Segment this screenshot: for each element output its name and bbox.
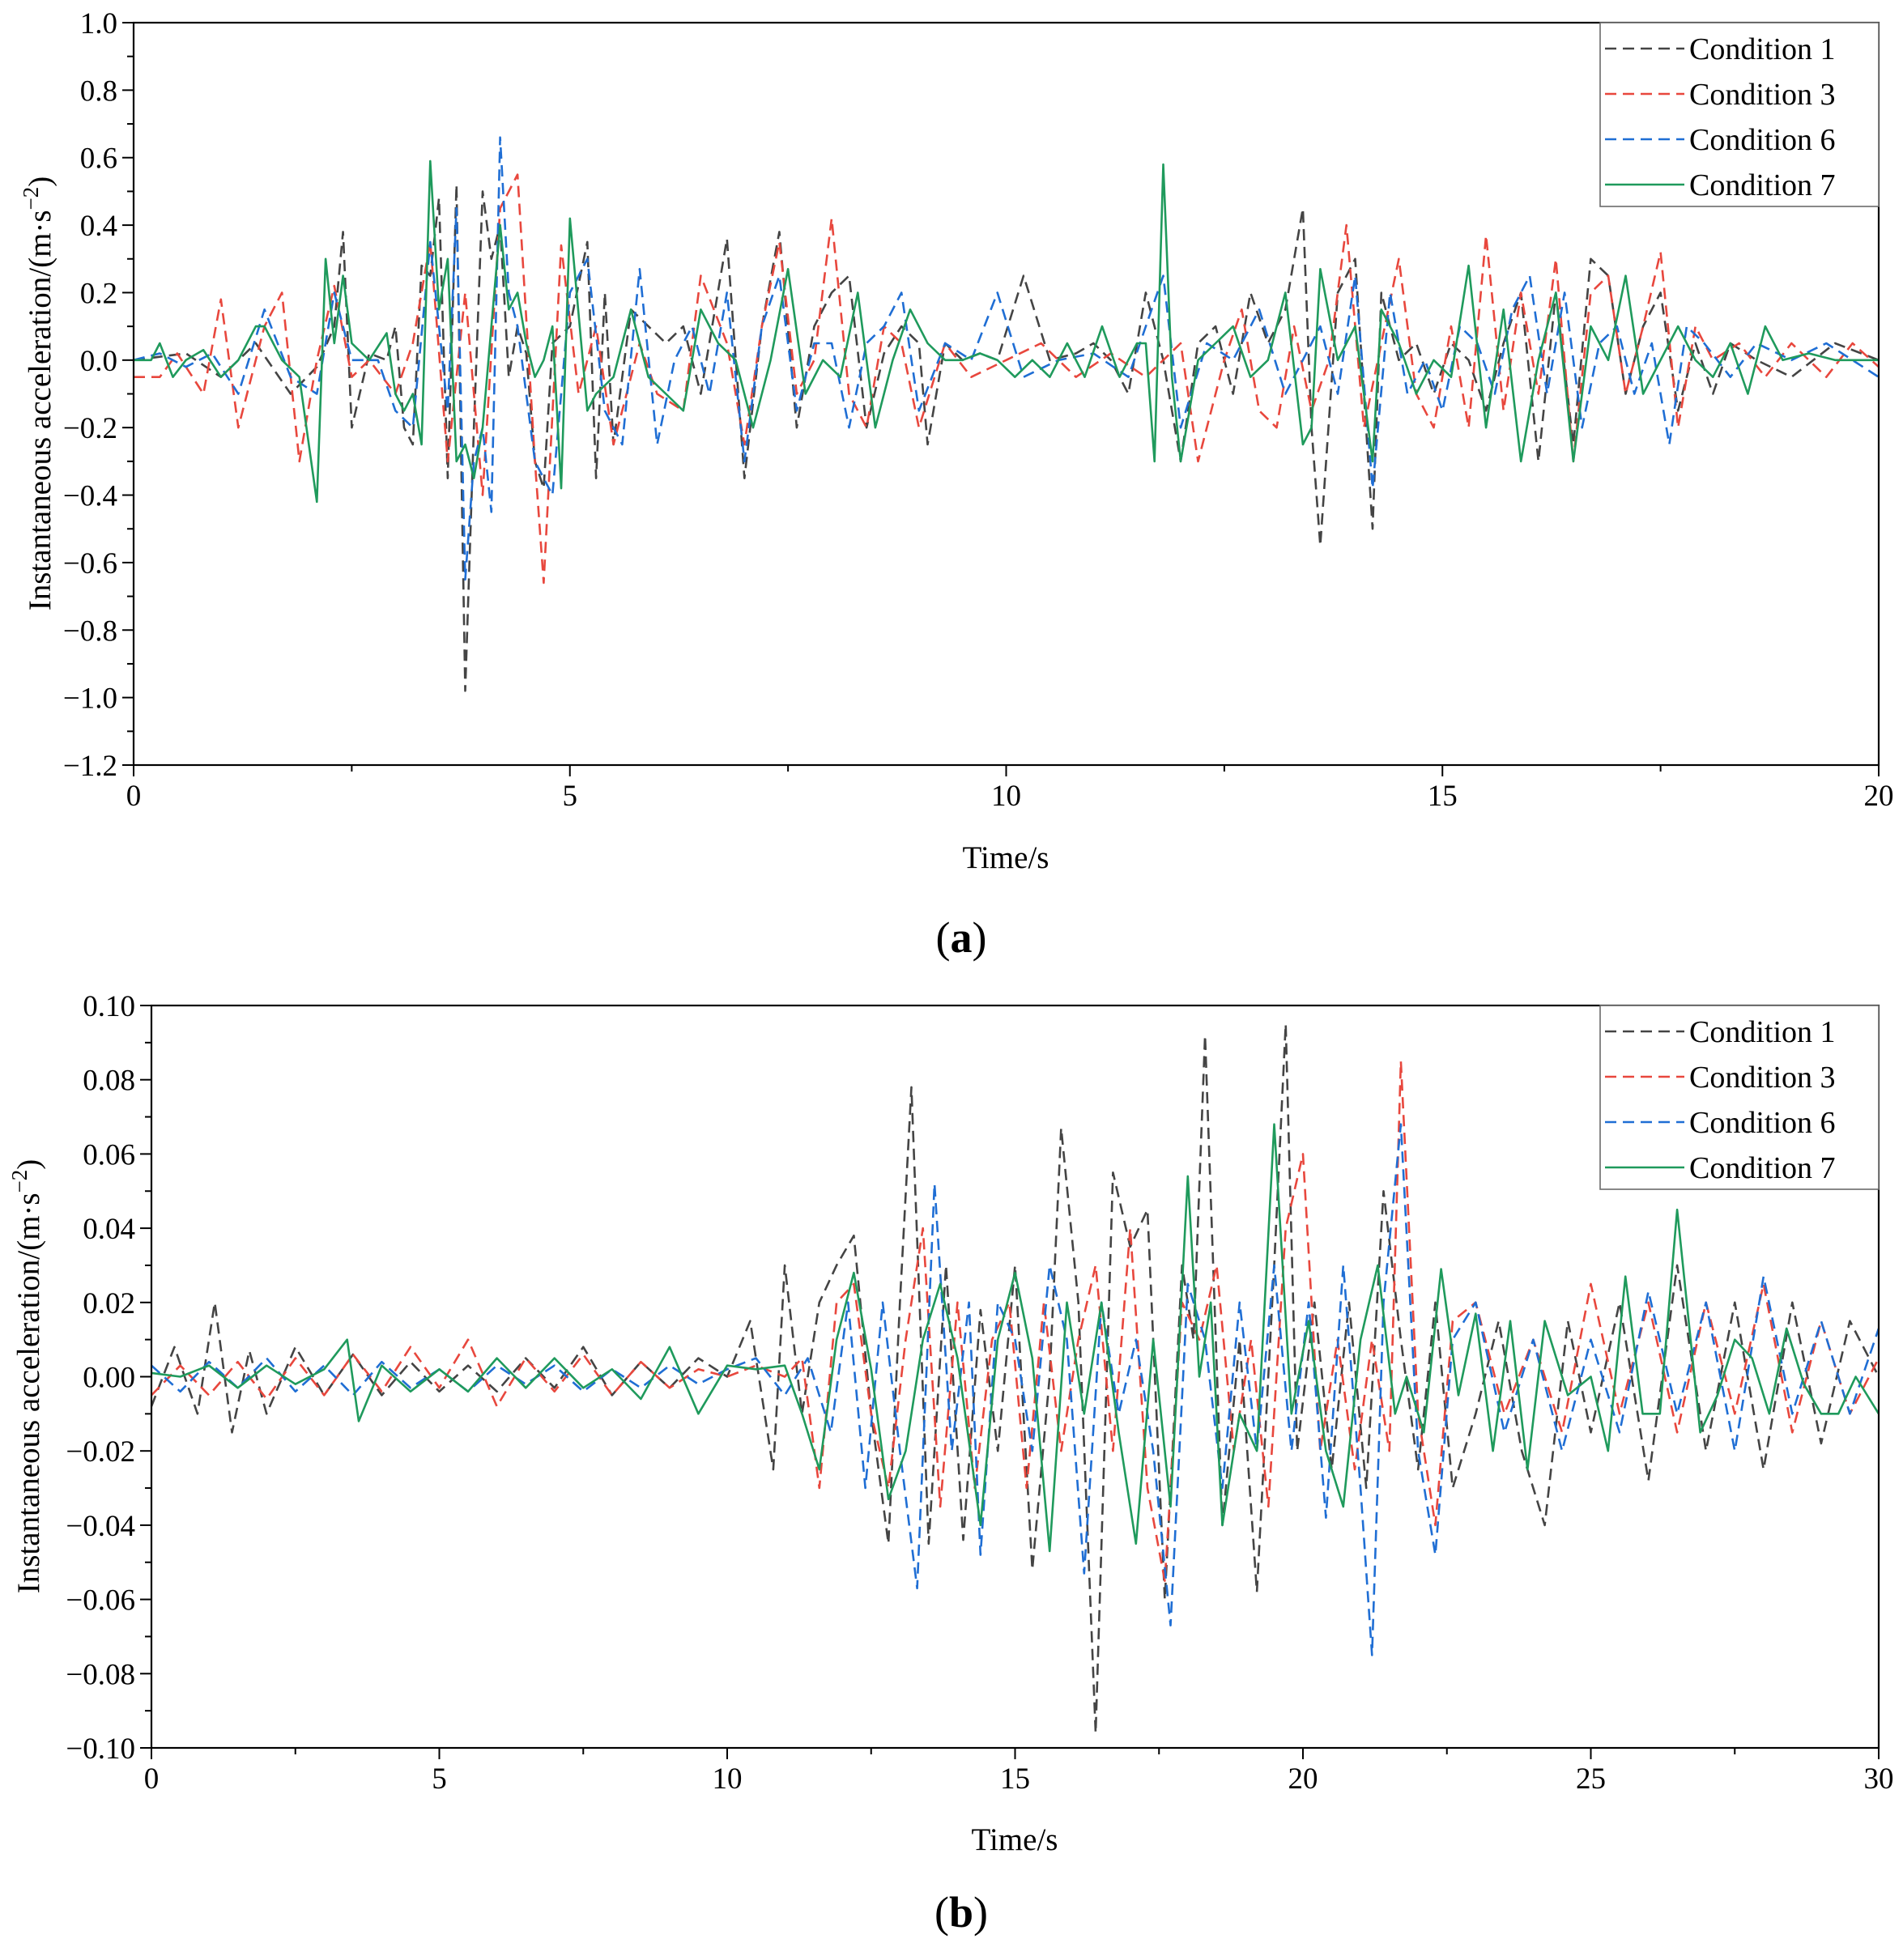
- y-tick-label: 0.06: [83, 1138, 135, 1171]
- y-tick-label: −0.04: [66, 1510, 135, 1543]
- panel-b-letter: b: [949, 1888, 973, 1937]
- series-line-condition-3: [151, 1060, 1880, 1582]
- y-tick-label: 0.04: [83, 1213, 135, 1246]
- panel-a-legend-box: [1599, 22, 1880, 207]
- x-tick-label: 20: [1288, 1762, 1318, 1796]
- y-tick-label: −0.4: [63, 480, 117, 513]
- y-tick-label: 0.8: [80, 74, 117, 108]
- series-line-condition-1: [133, 183, 1880, 692]
- legend-label: Condition 6: [1689, 1106, 1836, 1140]
- panel-b-x-axis-title: Time/s: [972, 1822, 1058, 1857]
- panel-a-y-axis-title: Instantaneous acceleration/(m·s−2): [19, 176, 57, 611]
- series-line-condition-6: [151, 1123, 1880, 1656]
- x-tick-label: 20: [1864, 780, 1894, 813]
- x-tick-label: 15: [1000, 1762, 1030, 1796]
- y-tick-label: −1.2: [63, 750, 117, 783]
- series-line-condition-7: [134, 159, 1879, 504]
- series-line-condition-1: [150, 1023, 1880, 1734]
- x-tick-label: 0: [126, 780, 142, 813]
- y-tick-label: −0.08: [66, 1658, 135, 1691]
- legend-label: Condition 6: [1689, 123, 1836, 157]
- panel-a-y-tick-labels: −1.2 −1.0 −0.8 −0.6 −0.4 −0.2 0.0 0.2 0.…: [63, 7, 117, 783]
- x-tick-label: 10: [713, 1762, 743, 1796]
- y-tick-label: −0.6: [63, 547, 117, 580]
- panel-a-caption-label: (a): [936, 913, 987, 962]
- y-axis-title-superscript: −2: [7, 1170, 32, 1193]
- panel-b-ticks: [140, 1005, 1880, 1759]
- panel-a-letter: a: [951, 913, 973, 962]
- y-tick-label: −0.02: [66, 1435, 135, 1469]
- legend-label: Condition 1: [1689, 1015, 1836, 1049]
- series-line-condition-6: [133, 136, 1880, 581]
- legend-label: Condition 3: [1689, 1061, 1836, 1095]
- legend-label: Condition 3: [1689, 78, 1836, 112]
- panel-a-ticks: [122, 22, 1880, 776]
- panel-b-legend: Condition 1 Condition 3 Condition 6 Cond…: [1599, 1005, 1880, 1190]
- x-tick-label: 10: [991, 780, 1021, 813]
- panel-b-series-layer: [150, 1023, 1880, 1734]
- panel-b-y-axis-title: Instantaneous acceleration/(m·s−2): [7, 1159, 46, 1594]
- y-axis-title-superscript: −2: [19, 187, 43, 210]
- x-tick-label: 5: [563, 780, 578, 813]
- y-tick-label: −0.8: [63, 614, 117, 648]
- y-tick-label: −0.10: [66, 1733, 135, 1766]
- x-tick-label: 5: [432, 1762, 447, 1796]
- panel-a-legend: Condition 1 Condition 3 Condition 6 Cond…: [1599, 22, 1880, 207]
- panel-a-x-tick-labels: 0 5 10 15 20: [126, 780, 1894, 813]
- y-tick-label: 0.10: [83, 990, 135, 1023]
- y-tick-label: 0.0: [80, 345, 117, 378]
- panel-a-series-layer: [133, 136, 1880, 692]
- panel-b: 0 5 10 15 20 25 30 −0.10 −0.08 −0.06 −0.…: [7, 990, 1894, 1937]
- y-tick-label: 0.08: [83, 1065, 135, 1098]
- series-line-condition-7: [151, 1123, 1880, 1553]
- panel-b-x-tick-labels: 0 5 10 15 20 25 30: [144, 1762, 1894, 1796]
- y-tick-label: 0.00: [83, 1362, 135, 1395]
- y-tick-label: 0.4: [80, 210, 117, 243]
- y-tick-label: −0.06: [66, 1584, 135, 1618]
- x-tick-label: 0: [144, 1762, 160, 1796]
- y-axis-title-main: Instantaneous acceleration/(m·s: [23, 210, 57, 610]
- y-axis-title-close: ): [11, 1159, 46, 1170]
- panel-b-caption-label: (b): [934, 1888, 988, 1937]
- y-tick-label: 1.0: [80, 7, 117, 40]
- y-axis-title-main: Instantaneous acceleration/(m·s: [11, 1193, 46, 1593]
- x-tick-label: 15: [1428, 780, 1458, 813]
- panel-a: 0 5 10 15 20 −1.2 −1.0 −0.8 −0.6 −0.4 −0…: [19, 7, 1894, 962]
- x-tick-label: 30: [1864, 1762, 1894, 1796]
- panel-b-legend-box: [1599, 1005, 1880, 1190]
- legend-label: Condition 7: [1689, 1151, 1836, 1185]
- y-tick-label: 0.2: [80, 277, 117, 310]
- y-tick-label: −1.0: [63, 682, 117, 716]
- y-tick-label: 0.6: [80, 142, 117, 176]
- x-tick-label: 25: [1576, 1762, 1606, 1796]
- y-tick-label: 0.02: [83, 1287, 135, 1320]
- y-axis-title-close: ): [23, 176, 57, 187]
- panel-b-y-tick-labels: −0.10 −0.08 −0.06 −0.04 −0.02 0.00 0.02 …: [66, 990, 135, 1766]
- legend-label: Condition 7: [1689, 168, 1836, 202]
- series-line-condition-3: [134, 173, 1880, 585]
- y-tick-label: −0.2: [63, 412, 117, 445]
- legend-label: Condition 1: [1689, 32, 1836, 66]
- panel-a-x-axis-title: Time/s: [963, 840, 1049, 875]
